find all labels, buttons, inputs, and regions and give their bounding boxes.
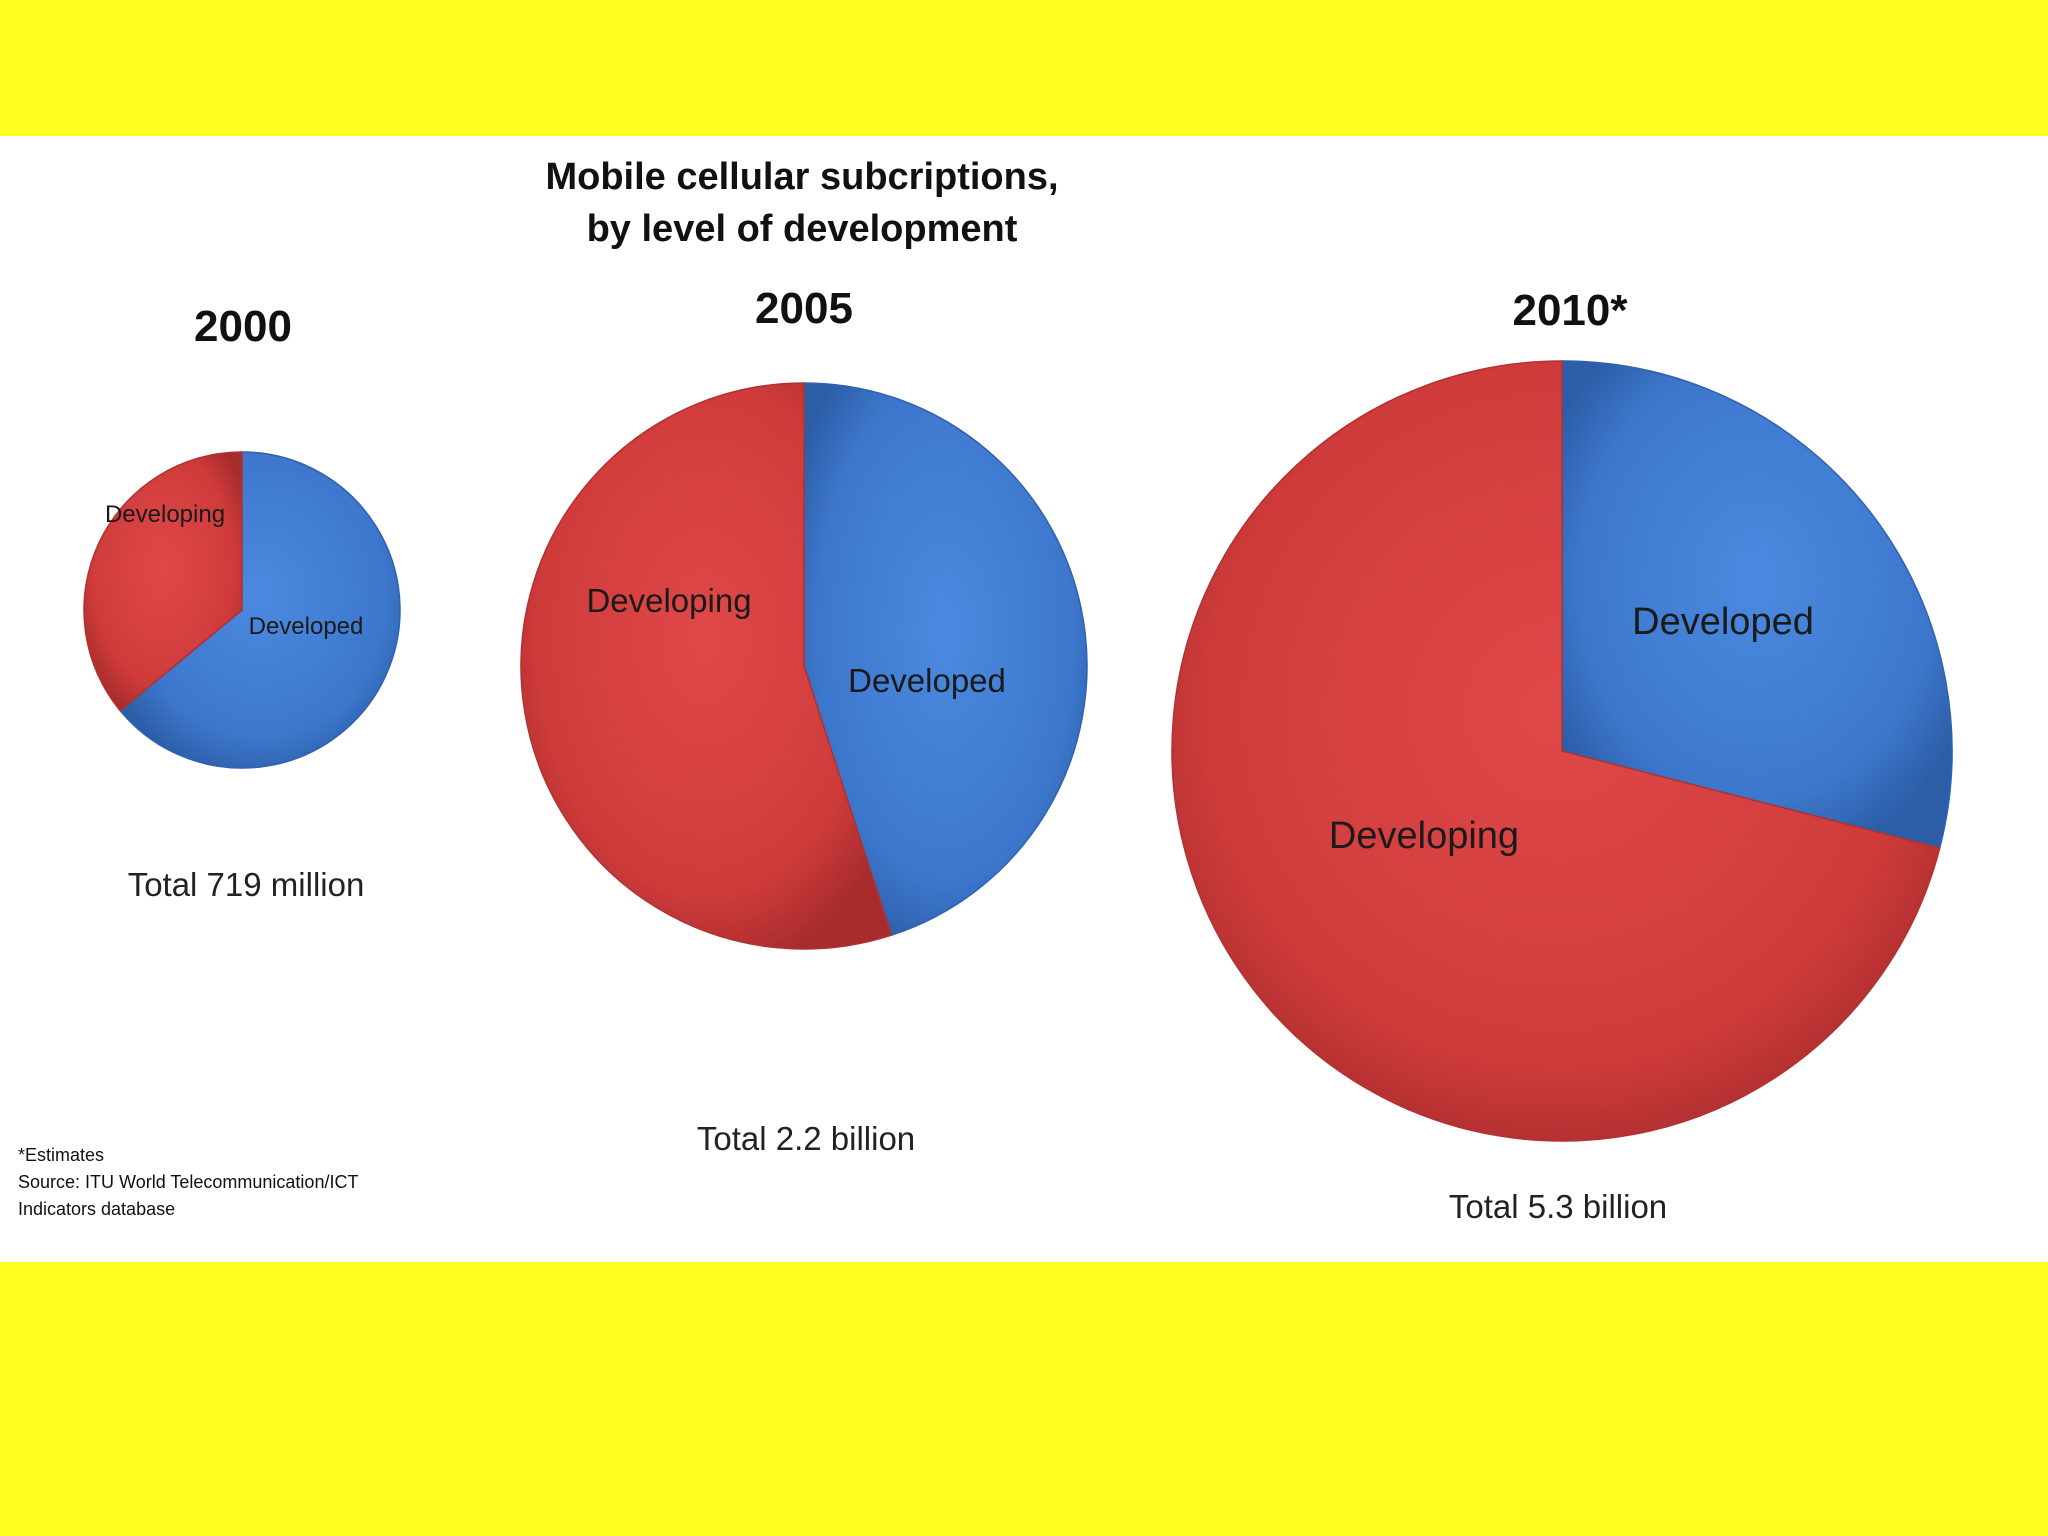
- pie-0-label-developing: Developing: [105, 501, 225, 528]
- pie-1-label-developing: Developing: [586, 582, 751, 619]
- pie-0-label-developed: Developed: [249, 613, 364, 640]
- pie-2-label-developing: Developing: [1329, 815, 1519, 857]
- pie-2000-total: Total 719 million: [127, 866, 365, 903]
- pie-0-slice-developing: [83, 451, 243, 712]
- pie-1-slice-developed: [803, 382, 1088, 937]
- pie-2000-title: 2000: [194, 302, 292, 351]
- footnote-estimates: *Estimates: [18, 1145, 105, 1165]
- chart-title-line-2: by level of development: [586, 208, 1018, 250]
- footnote-source: Source: ITU World Telecommunication/ICT: [18, 1172, 359, 1192]
- pie-1-label-developed: Developed: [848, 662, 1006, 699]
- pie-1-slice-developing: [520, 382, 893, 950]
- pie-2-slice-developed: [1561, 360, 1953, 849]
- pie-2-label-developed: Developed: [1632, 601, 1814, 643]
- pie-0-slice-developed: [119, 451, 401, 769]
- pie-2005-total: Total 2.2 billion: [696, 1120, 916, 1157]
- pie-2-slice-developing: [1171, 360, 1941, 1142]
- pie-2010-title: 2010*: [1512, 286, 1628, 335]
- pie-2005-title: 2005: [755, 284, 853, 333]
- footnote-source-cont: Indicators database: [18, 1199, 176, 1219]
- pie-2010-total: Total 5.3 billion: [1448, 1188, 1668, 1225]
- chart-title-line-1: Mobile cellular subcriptions,: [545, 156, 1059, 198]
